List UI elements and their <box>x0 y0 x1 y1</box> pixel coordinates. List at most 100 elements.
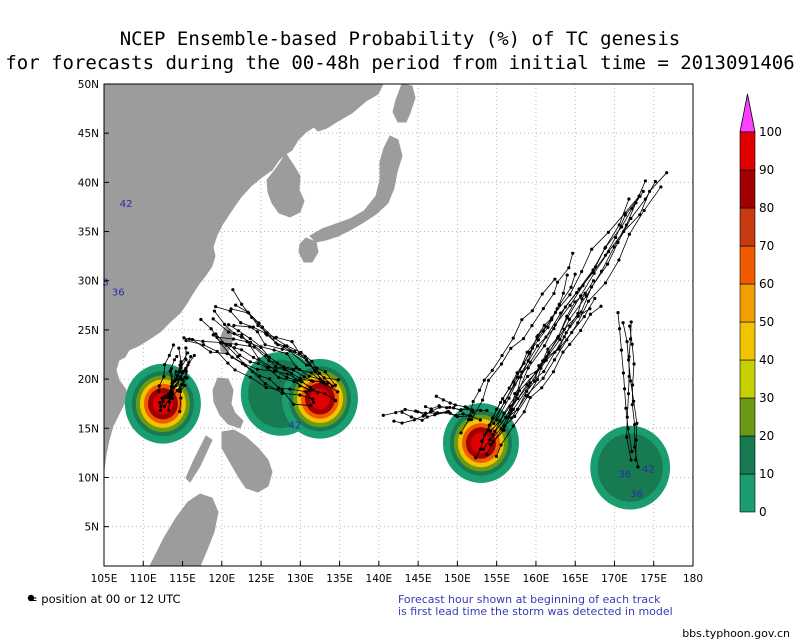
track-point <box>565 316 570 320</box>
track-point <box>400 421 404 425</box>
land-japan-kyushu <box>298 237 319 263</box>
track-point <box>201 339 205 343</box>
track-point <box>239 348 244 352</box>
track-point <box>517 389 522 393</box>
track-point <box>643 179 647 183</box>
track-point <box>491 433 495 437</box>
forecast-note-line2: is first lead time the storm was detecte… <box>398 605 673 618</box>
track-line <box>626 321 632 460</box>
track-point <box>629 458 633 462</box>
track-point <box>612 245 616 249</box>
track-point <box>573 272 577 276</box>
track-line <box>228 324 329 384</box>
track-point <box>298 393 302 397</box>
track-point <box>184 346 188 350</box>
track-point <box>157 384 161 388</box>
track-point <box>477 388 482 392</box>
track-point <box>590 247 594 251</box>
legend-marker-dot <box>27 594 35 602</box>
track-line <box>496 191 644 421</box>
track-line <box>492 198 630 435</box>
track-point <box>552 358 557 362</box>
ensemble-track <box>175 346 183 414</box>
track-line <box>496 305 602 457</box>
track-point <box>478 418 482 422</box>
track-point <box>488 442 492 447</box>
track-point <box>558 337 562 342</box>
track-line <box>509 181 656 414</box>
track-point <box>228 343 233 347</box>
track-point <box>535 344 540 348</box>
track-point <box>448 411 452 415</box>
track-point <box>185 351 190 355</box>
land-korea <box>266 153 305 218</box>
track-point <box>289 349 293 353</box>
track-point <box>490 368 494 372</box>
ensemble-track <box>509 185 663 420</box>
track-point <box>162 404 167 409</box>
track-point <box>255 367 259 371</box>
x-tick-label: 130E <box>287 573 314 585</box>
track-point <box>520 318 524 322</box>
track-point <box>641 189 645 193</box>
track-point <box>625 435 629 439</box>
track-point <box>571 251 575 255</box>
site-credit: bbs.typhoon.gov.cn <box>682 627 790 640</box>
colorbar-tick-label: 60 <box>759 277 774 291</box>
track-point <box>577 287 581 291</box>
track-point <box>255 330 259 334</box>
track-point <box>542 369 546 374</box>
track-point <box>621 321 625 325</box>
track-point <box>288 387 292 391</box>
track-point <box>503 400 507 404</box>
x-axis-ticks: 105E 110E 115E 120E 125E 130E 135E 140E 145E 150E… <box>91 561 703 585</box>
track-point <box>309 371 313 375</box>
x-tick-label: 135E <box>326 573 353 585</box>
track-point <box>486 378 491 383</box>
track-point <box>653 179 658 184</box>
track-point <box>541 376 545 380</box>
track-point <box>336 390 340 394</box>
track-point <box>239 335 244 339</box>
lead-time-label: 42 <box>289 420 302 431</box>
colorbar-segment <box>739 283 756 323</box>
track-point <box>568 342 572 347</box>
track-point <box>625 340 629 344</box>
track-point <box>540 386 544 390</box>
x-tick-label: 175E <box>640 573 667 585</box>
track-line <box>511 186 662 419</box>
track-point <box>620 225 624 229</box>
track-point <box>315 366 319 370</box>
x-tick-label: 145E <box>405 573 432 585</box>
track-point <box>179 396 183 400</box>
track-point <box>412 418 416 422</box>
track-point <box>420 418 424 422</box>
land-masses <box>104 84 416 566</box>
track-point <box>579 328 583 333</box>
track-point <box>250 370 255 374</box>
y-tick-label: 40N <box>78 177 99 189</box>
track-point <box>564 331 568 335</box>
ensemble-track <box>214 305 328 387</box>
lead-time-label: 42 <box>642 465 655 476</box>
track-point <box>247 311 251 315</box>
ensemble-track <box>182 336 312 389</box>
track-point <box>501 397 505 401</box>
ensemble-track <box>211 317 323 384</box>
plot-frame <box>103 83 694 567</box>
track-point <box>619 348 624 352</box>
track-line <box>212 334 310 391</box>
track-point <box>169 385 174 389</box>
colorbar-segment <box>739 397 756 437</box>
track-point <box>227 323 231 327</box>
track-point <box>626 392 631 396</box>
track-point <box>659 185 663 189</box>
track-point <box>226 361 230 365</box>
track-point <box>521 337 526 341</box>
track-line <box>490 280 594 432</box>
track-point <box>274 365 278 369</box>
track-point <box>264 385 268 390</box>
land-asia-mainland <box>104 84 384 471</box>
track-point <box>166 393 170 397</box>
track-point <box>190 337 195 342</box>
